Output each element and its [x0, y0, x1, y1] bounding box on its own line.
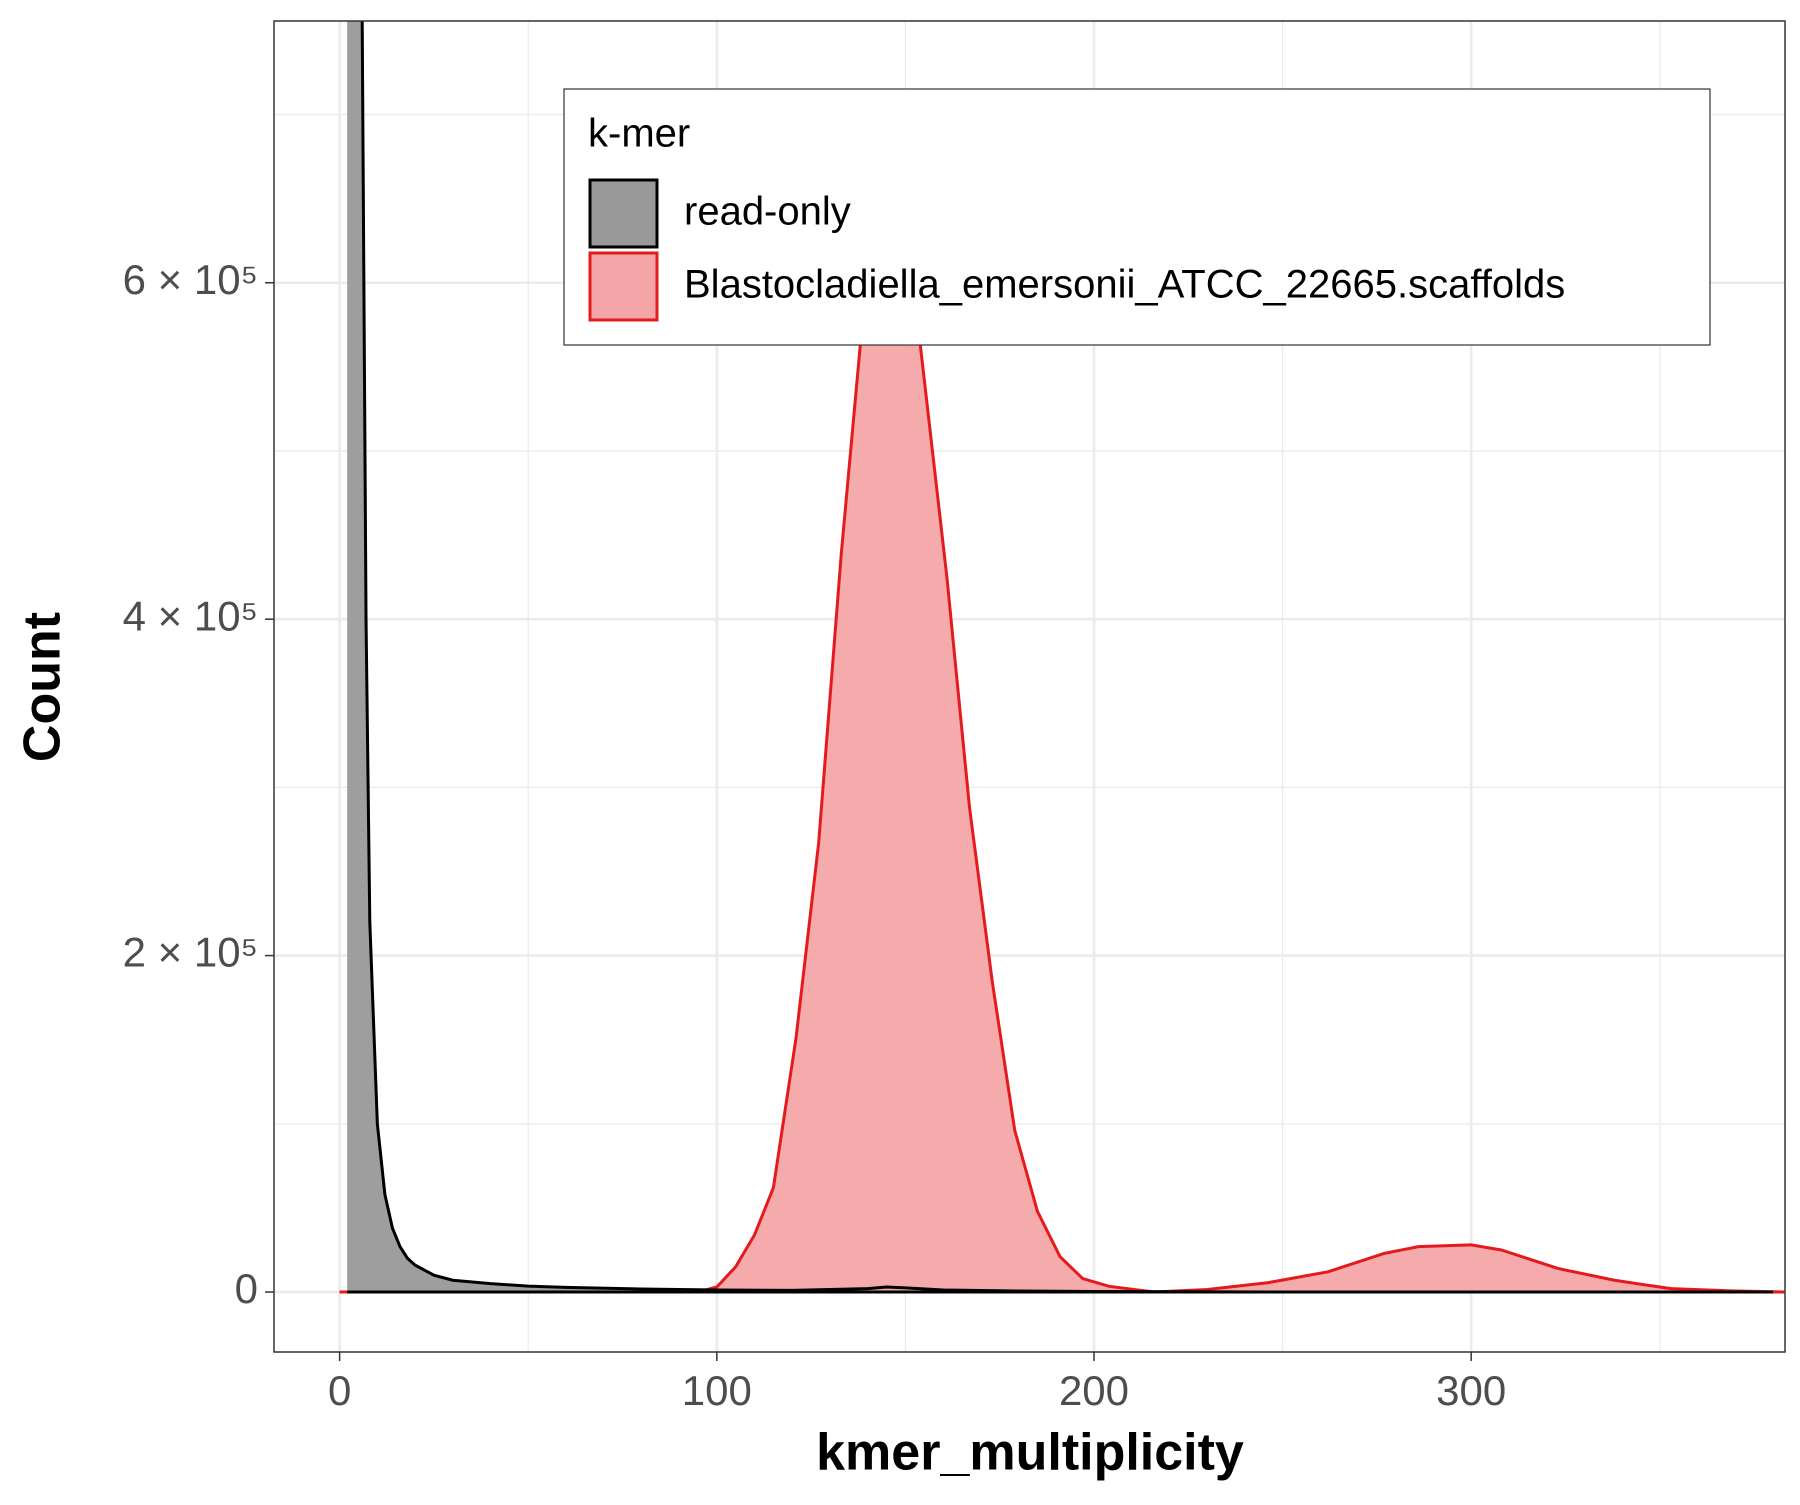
y-tick-label: 0: [235, 1265, 258, 1312]
y-tick-label: 2 × 10⁵: [123, 929, 258, 976]
legend: k-mer read-only Blastocladiella_emersonii…: [563, 88, 1711, 346]
x-tick-label: 0: [328, 1367, 351, 1414]
legend-label: read-only: [684, 190, 851, 234]
legend-box: [563, 88, 1711, 346]
x-tick-label: 200: [1059, 1367, 1129, 1414]
legend-title: k-mer: [588, 112, 690, 156]
legend-key: [588, 178, 659, 249]
x-tick-label: 100: [682, 1367, 752, 1414]
y-tick-label: 6 × 10⁵: [123, 256, 258, 303]
x-axis-title: kmer_multiplicity: [816, 1424, 1244, 1482]
x-tick-label: 300: [1436, 1367, 1506, 1414]
area-line: [339, 177, 1785, 1294]
area-line: [360, 21, 1773, 1294]
y-axis-title: Count: [14, 612, 72, 762]
legend-label: Blastocladiella_emersonii_ATCC_22665.sca…: [684, 263, 1565, 307]
y-tick-label: 4 × 10⁵: [123, 592, 258, 639]
plot-border: [273, 20, 1786, 1353]
legend-key: [588, 251, 659, 322]
